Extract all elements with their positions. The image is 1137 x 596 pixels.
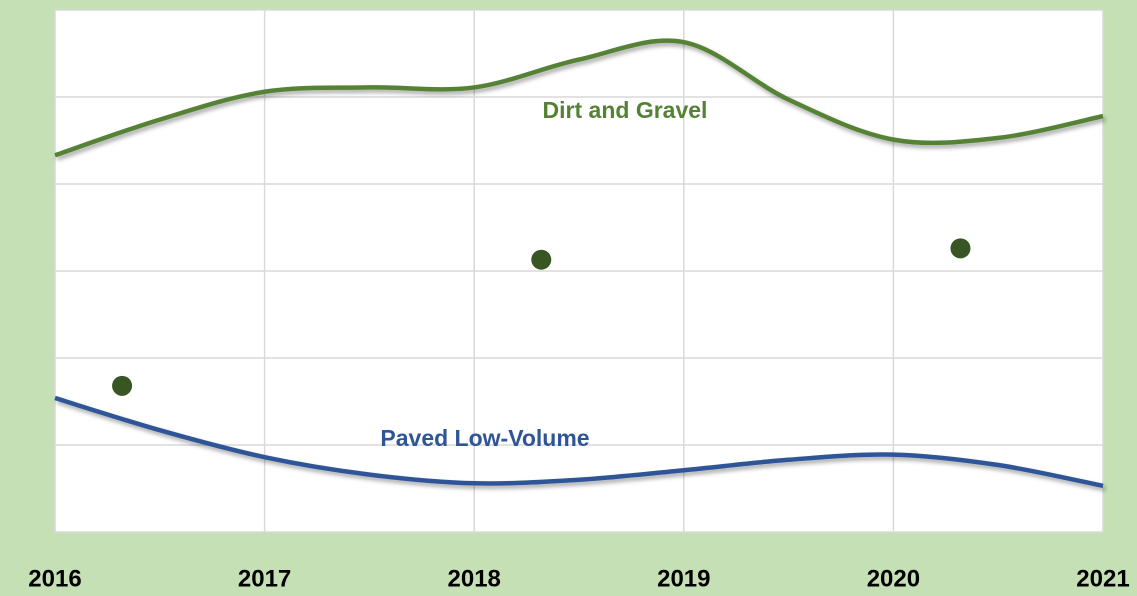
x-tick-label: 2017 xyxy=(238,565,291,592)
data-point xyxy=(112,375,133,396)
series-label: Paved Low-Volume xyxy=(380,425,589,451)
series-label: Dirt and Gravel xyxy=(543,97,708,123)
x-tick-label: 2021 xyxy=(1076,565,1129,592)
series-line xyxy=(54,395,1104,489)
series-line xyxy=(54,38,1104,158)
x-tick-label: 2016 xyxy=(28,565,81,592)
data-point xyxy=(950,238,971,259)
x-tick-label: 2020 xyxy=(867,565,920,592)
data-point xyxy=(531,249,552,270)
x-tick-label: 2018 xyxy=(448,565,501,592)
x-tick-label: 2019 xyxy=(657,565,710,592)
